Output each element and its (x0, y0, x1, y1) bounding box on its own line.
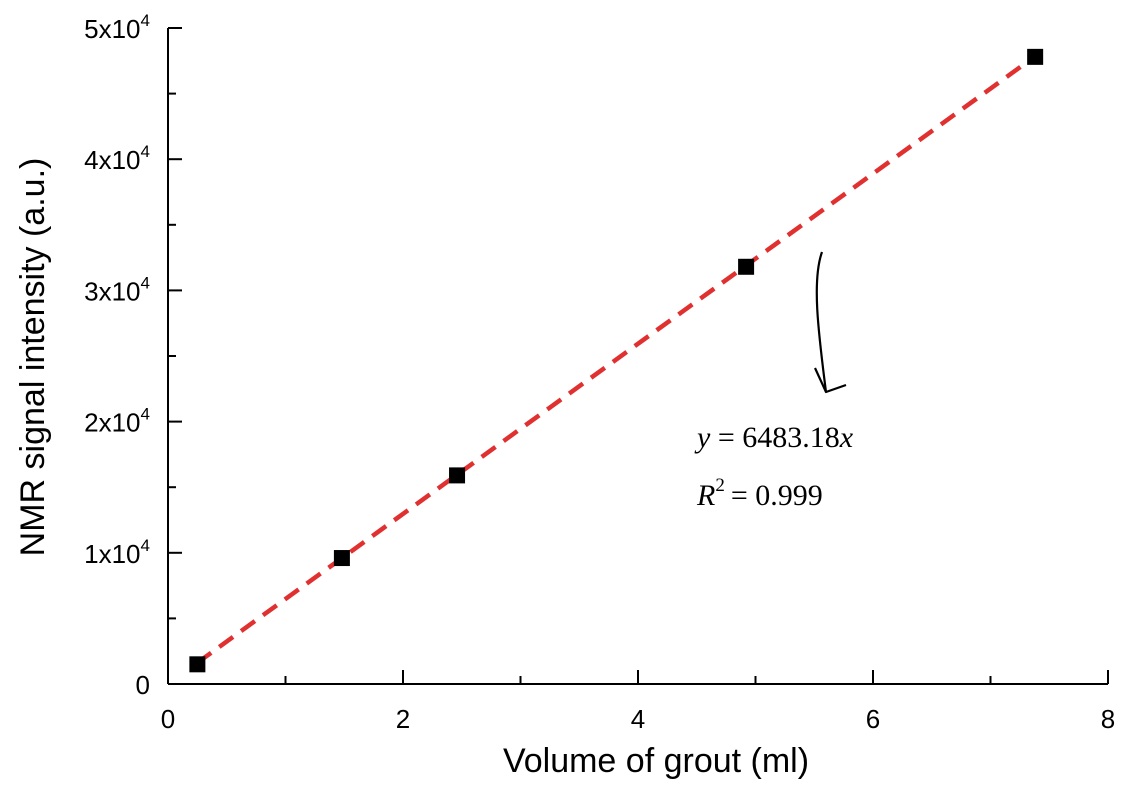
x-tick-label: 4 (631, 704, 645, 734)
y-axis-title: NMR signal intensity (a.u.) (14, 158, 52, 557)
x-tick-label: 8 (1101, 704, 1115, 734)
data-points (189, 48, 1044, 673)
data-point (189, 656, 206, 673)
y-tick-label: 1x104 (84, 536, 150, 569)
data-point (738, 258, 755, 275)
y-tick-label: 2x104 (84, 405, 150, 438)
ticks: 0 2 4 6 8 0 1x104 2x104 3x104 4x104 5x104 (84, 11, 1115, 734)
annotation-arrowhead (814, 367, 847, 394)
data-point (449, 467, 466, 484)
y-tick-label: 4x104 (84, 142, 150, 175)
r-squared: R2 = 0.999 (696, 475, 823, 512)
y-tick-label: 3x104 (84, 273, 150, 306)
data-point (333, 550, 350, 567)
data-point (1027, 48, 1044, 65)
x-tick-label: 0 (161, 704, 175, 734)
axes (167, 28, 1108, 685)
y-tick-label: 0 (136, 670, 150, 700)
x-axis-title: Volume of grout (ml) (503, 742, 809, 780)
x-tick-label: 6 (866, 704, 880, 734)
fit-line-layer (196, 54, 1037, 665)
annotation-arrow (815, 251, 828, 393)
fit-line (196, 54, 1037, 665)
fit-equation: y = 6483.18x (694, 421, 854, 454)
y-tick-label: 5x104 (84, 11, 150, 44)
annotation: y = 6483.18x R2 = 0.999 (694, 251, 854, 512)
x-tick-label: 2 (396, 704, 410, 734)
